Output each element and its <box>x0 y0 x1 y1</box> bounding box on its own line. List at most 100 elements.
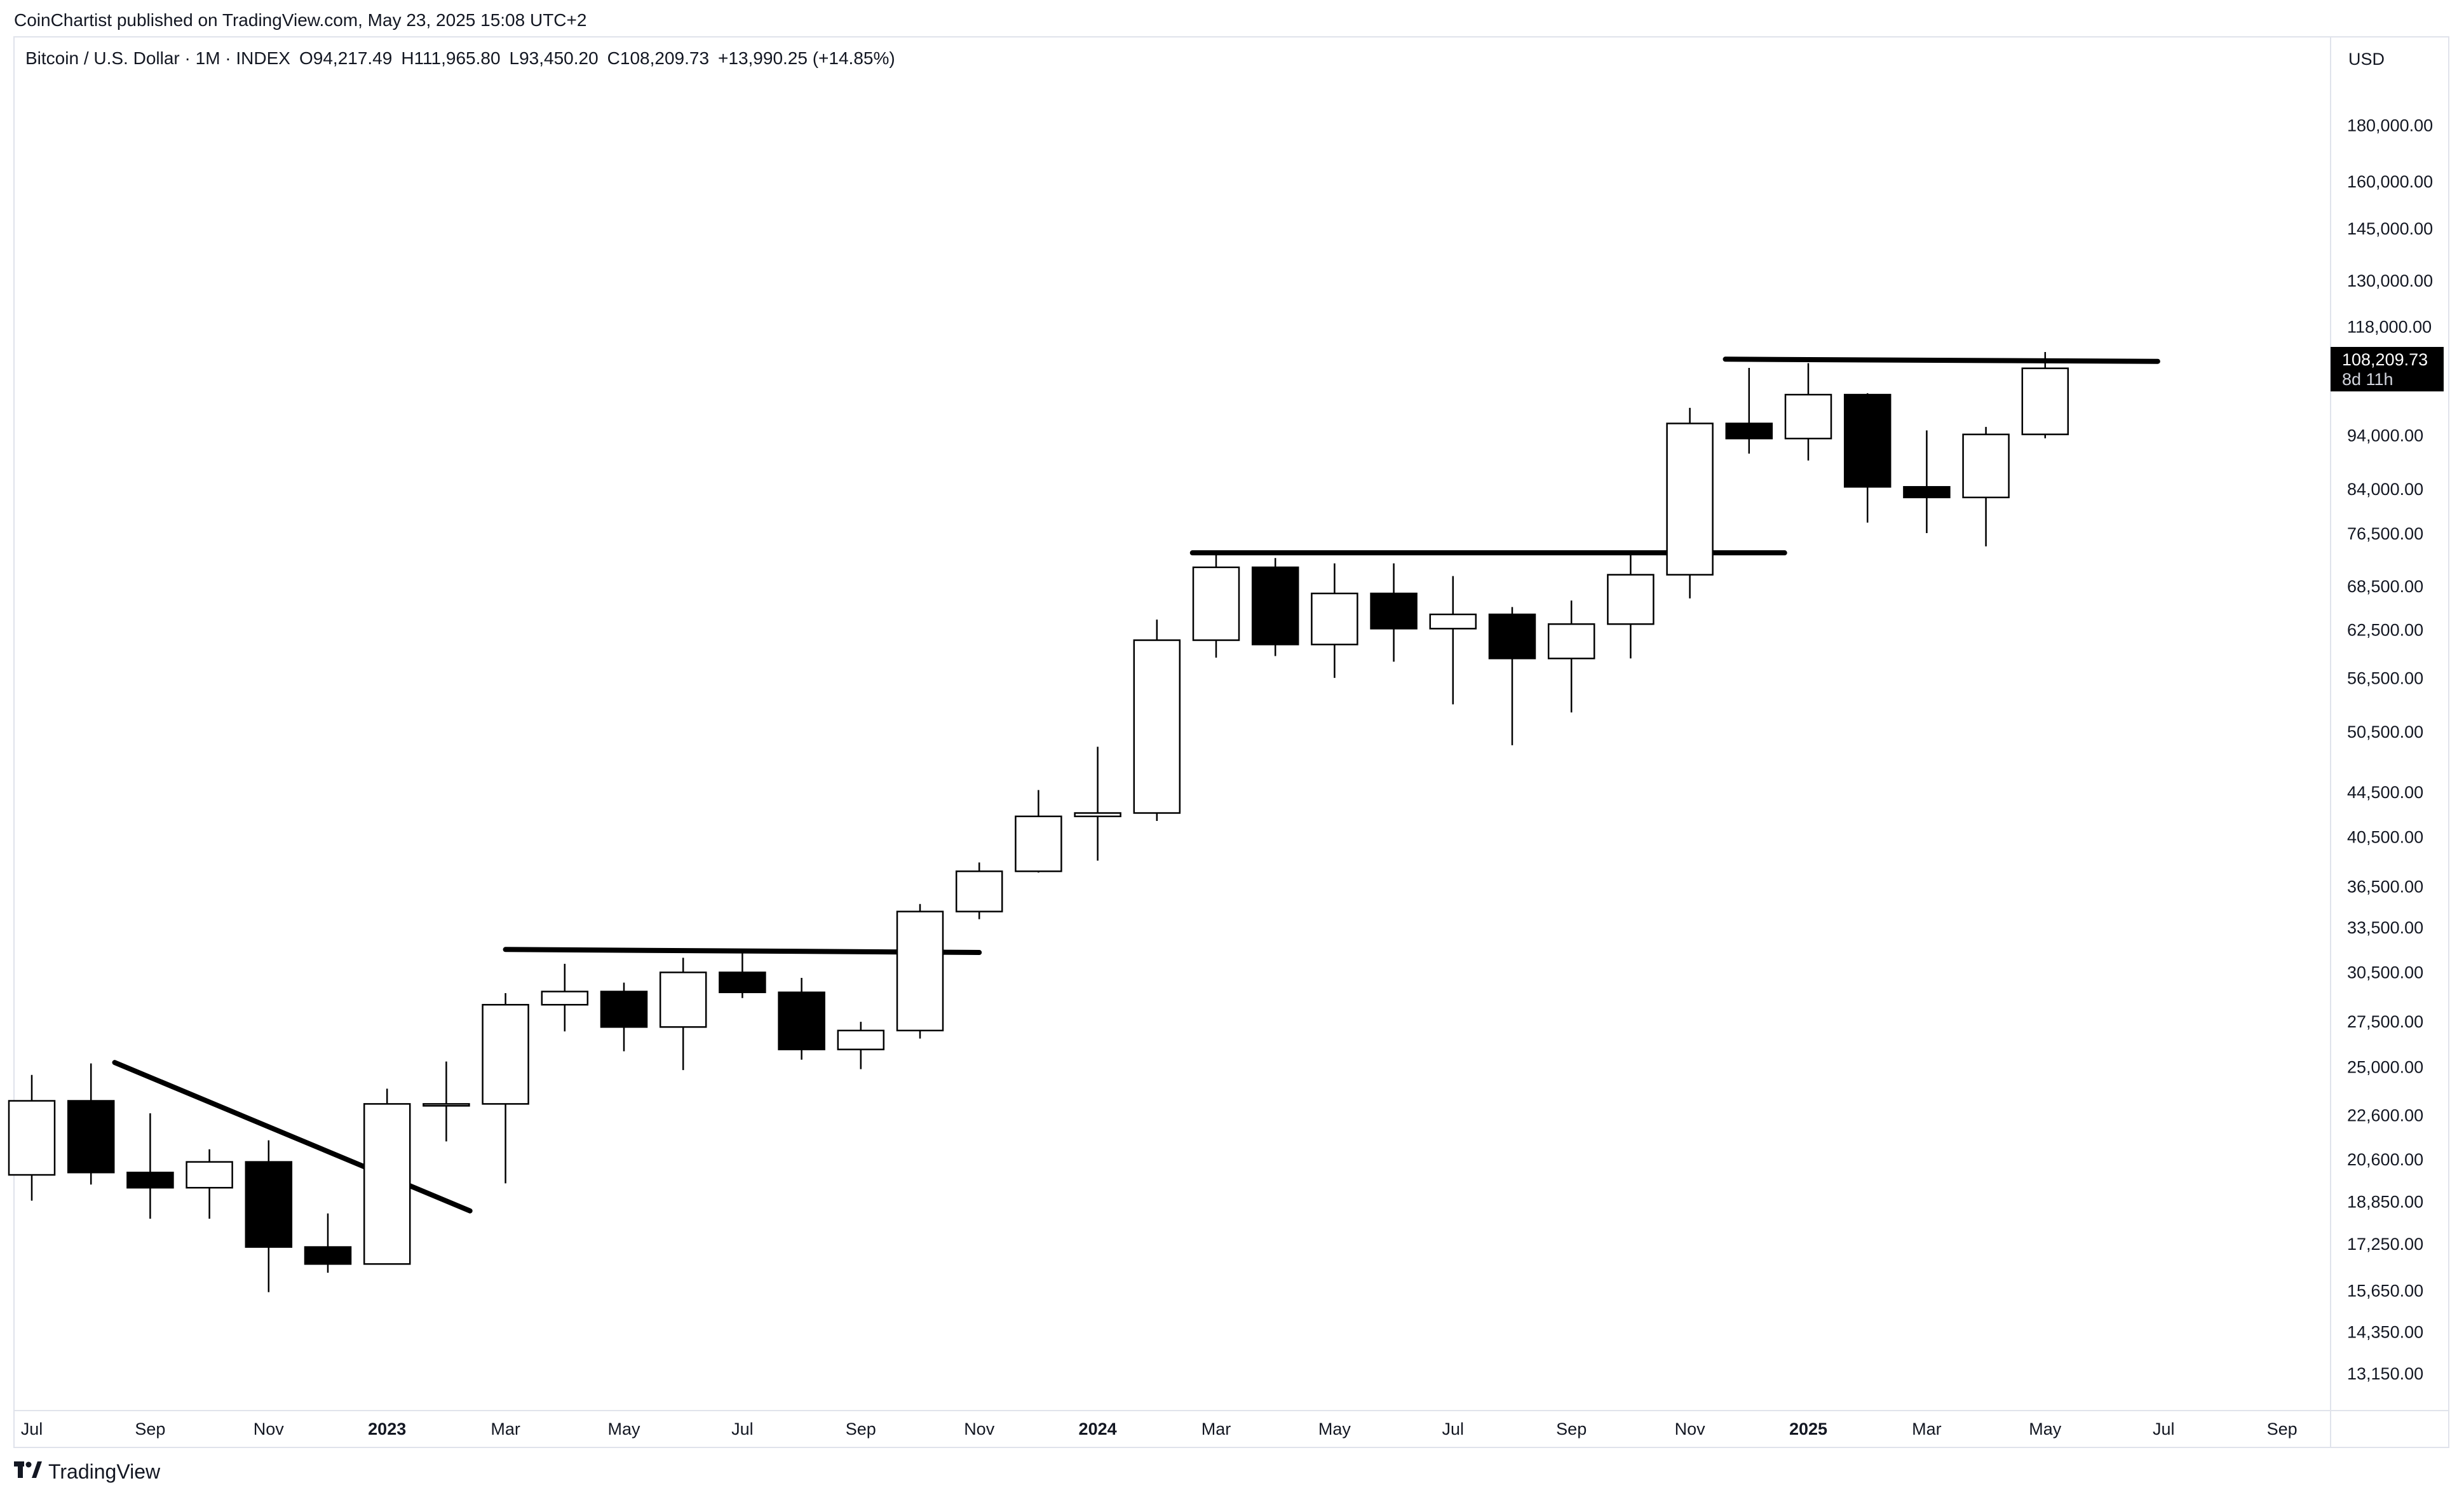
price-tick-label: 118,000.00 <box>2347 318 2432 337</box>
price-tick-label: 50,500.00 <box>2347 722 2423 742</box>
candle-countdown: 8d 11h <box>2342 370 2393 389</box>
time-tick-label: Jul <box>1442 1419 1465 1439</box>
legend-high: H111,965.80 <box>401 48 501 68</box>
candle <box>186 1149 233 1219</box>
candle-body <box>2021 367 2069 435</box>
time-tick-label: Sep <box>135 1419 165 1439</box>
candle <box>482 993 529 1184</box>
candle <box>304 1213 352 1273</box>
symbol-legend: Bitcoin / U.S. Dollar · 1M · INDEX O94,21… <box>25 48 904 69</box>
time-tick-label: Mar <box>1202 1419 1231 1439</box>
price-tick-label: 130,000.00 <box>2347 271 2433 290</box>
candle-body <box>896 911 944 1032</box>
candle <box>245 1140 293 1292</box>
candle <box>1547 600 1595 713</box>
price-tick-label: 33,500.00 <box>2347 918 2423 937</box>
price-tick-label: 36,500.00 <box>2347 877 2423 897</box>
tradingview-brand[interactable]: TradingView <box>14 1460 160 1484</box>
candle-body <box>837 1029 885 1050</box>
time-axis[interactable]: Jul Sep Nov 2023 Mar May Jul Sep Nov 2024 Mar May Ju… <box>21 1419 2298 1439</box>
legend-close: C108,209.73 <box>607 48 710 68</box>
candle-body <box>423 1103 470 1107</box>
candle-body <box>1251 566 1299 646</box>
candle-body <box>1843 393 1892 488</box>
time-tick-label: Jul <box>21 1419 43 1439</box>
candle-body <box>1607 574 1655 625</box>
candle <box>1311 563 1358 678</box>
time-tick-label: Nov <box>254 1419 285 1439</box>
candle <box>837 1022 885 1069</box>
time-tick-label: 2024 <box>1079 1419 1117 1439</box>
candle-body <box>1784 393 1832 440</box>
candle <box>1725 368 1773 454</box>
price-tick-label: 44,500.00 <box>2347 783 2423 802</box>
candle <box>1015 790 1062 873</box>
candle <box>1429 576 1477 705</box>
candle-body <box>1429 613 1477 630</box>
price-tick-label: 180,000.00 <box>2347 116 2433 135</box>
candle <box>1607 552 1655 659</box>
price-tick-label: 27,500.00 <box>2347 1012 2423 1031</box>
candle-body <box>1903 485 1951 499</box>
candle-body <box>659 972 707 1028</box>
price-axis[interactable]: 13,150.00 14,350.00 15,650.00 17,250.00 18,8… <box>2347 116 2433 1383</box>
time-tick-label: Sep <box>1556 1419 1587 1439</box>
candle <box>1370 563 1418 662</box>
candle <box>1251 558 1299 656</box>
candle <box>1784 363 1832 461</box>
candle-body <box>1666 423 1714 576</box>
price-tick-label: 94,000.00 <box>2347 426 2423 445</box>
candle-body <box>541 991 589 1006</box>
time-tick-label: 2025 <box>1789 1419 1827 1439</box>
candle <box>1666 407 1714 599</box>
legend-symbol: Bitcoin / U.S. Dollar · 1M · INDEX <box>25 48 290 68</box>
candle <box>541 963 589 1032</box>
candle-body <box>1074 812 1121 818</box>
candle <box>423 1061 470 1142</box>
candle-body <box>186 1161 233 1189</box>
candle-body <box>67 1100 115 1174</box>
time-tick-label: Mar <box>491 1419 520 1439</box>
price-tick-label: 62,500.00 <box>2347 621 2423 640</box>
candle-body <box>955 870 1003 912</box>
candle-body <box>600 991 648 1028</box>
candle-body <box>719 972 766 994</box>
time-tick-label: Nov <box>1675 1419 1706 1439</box>
candle-body <box>1015 815 1062 872</box>
legend-low: L93,450.20 <box>509 48 599 68</box>
candle <box>363 1088 411 1265</box>
price-tick-label: 68,500.00 <box>2347 577 2423 596</box>
price-tick-label: 15,650.00 <box>2347 1281 2423 1300</box>
candle <box>896 904 944 1039</box>
candle <box>1192 550 1240 658</box>
candle <box>1488 607 1536 745</box>
candle <box>1074 747 1121 861</box>
candle <box>2021 352 2069 438</box>
time-tick-label: 2023 <box>368 1419 406 1439</box>
candle <box>778 978 825 1060</box>
chart-frame <box>13 36 2449 1448</box>
price-tick-label: 20,600.00 <box>2347 1150 2423 1169</box>
currency-selector[interactable]: USD <box>2348 50 2385 69</box>
time-tick-label: May <box>2029 1419 2062 1439</box>
price-tick-label: 76,500.00 <box>2347 524 2423 543</box>
candle-body <box>1192 566 1240 641</box>
time-tick-label: Jul <box>2153 1419 2175 1439</box>
trendline <box>112 1060 473 1214</box>
time-tick-label: May <box>607 1419 640 1439</box>
candle <box>67 1063 115 1185</box>
candle-layer <box>8 352 2069 1292</box>
candle-body <box>8 1100 56 1176</box>
candle-body <box>482 1004 529 1105</box>
time-tick-label: Jul <box>731 1419 754 1439</box>
time-tick-label: Sep <box>846 1419 876 1439</box>
candle <box>955 862 1003 919</box>
candle-body <box>1488 613 1536 660</box>
last-price-label: 108,209.73 8d 11h <box>2331 347 2444 391</box>
tradingview-logo-icon <box>14 1461 42 1483</box>
candle <box>8 1074 56 1201</box>
time-tick-label: Mar <box>1912 1419 1942 1439</box>
candle <box>1962 426 2010 546</box>
last-price-value: 108,209.73 <box>2342 350 2428 369</box>
